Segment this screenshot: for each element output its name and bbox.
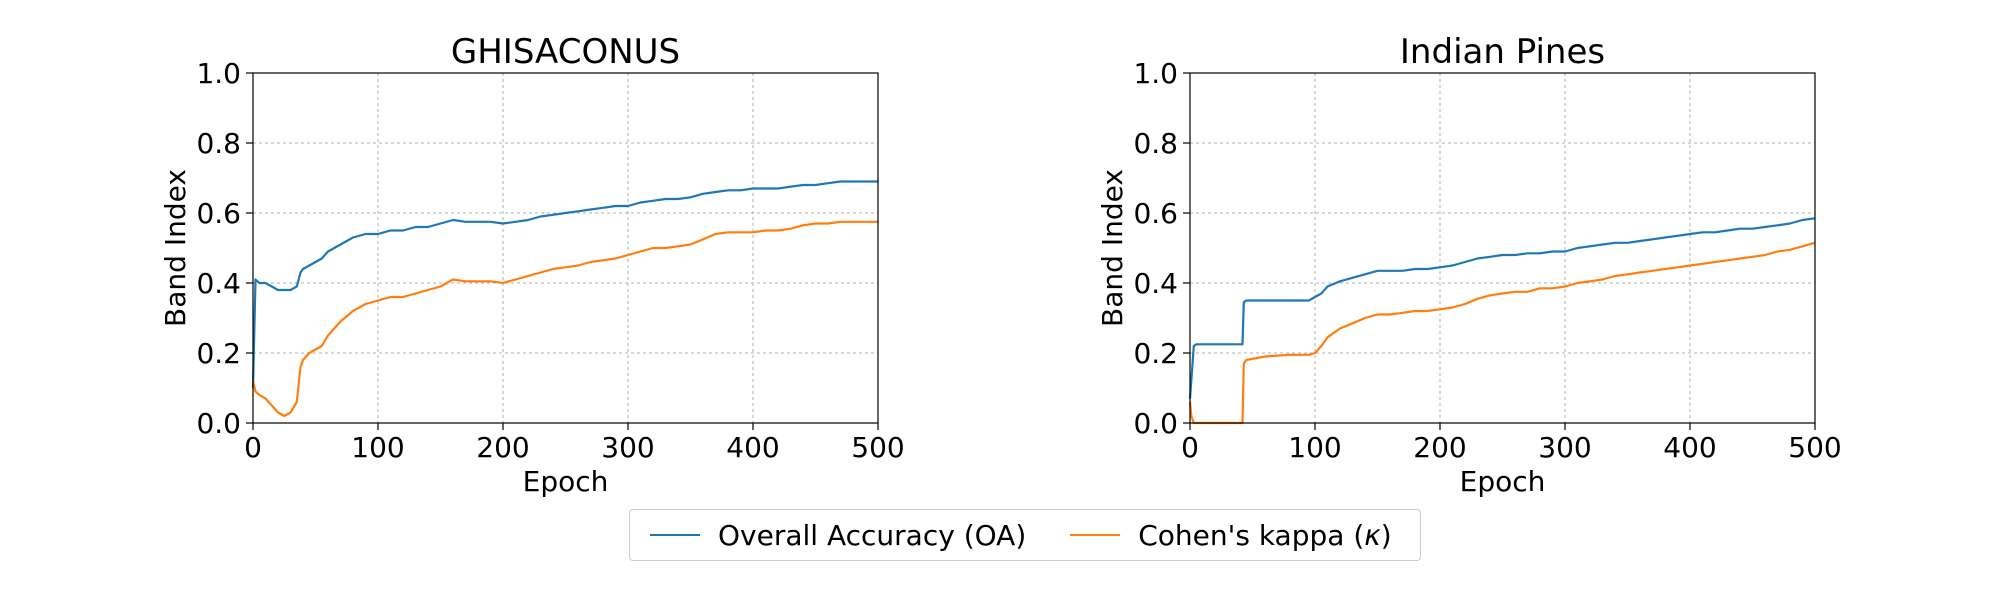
- chart-title: GHISACONUS: [451, 32, 680, 72]
- legend-label-kappa: Cohen's kappa (κ): [1138, 519, 1391, 552]
- x-tick-label: 300: [1538, 431, 1591, 464]
- series-line-oa: [1188, 217, 1816, 399]
- series-line-kappa: [1188, 241, 1816, 425]
- x-axis-label: Epoch: [523, 465, 609, 498]
- y-tick-label: 0.4: [196, 267, 241, 300]
- y-tick-label: 0.4: [1133, 267, 1178, 300]
- y-tick-label: 1.0: [1133, 57, 1178, 90]
- x-tick-label: 500: [851, 431, 904, 464]
- legend: Overall Accuracy (OA) Cohen's kappa (κ): [629, 509, 1421, 561]
- x-tick-label: 0: [1181, 431, 1199, 464]
- y-tick-label: 0.0: [1133, 407, 1178, 440]
- legend-swatch-oa: [650, 534, 700, 536]
- x-tick-label: 200: [1413, 431, 1466, 464]
- legend-label-kappa-symbol: κ: [1364, 518, 1381, 552]
- x-tick-label: 100: [351, 431, 404, 464]
- x-tick-label: 0: [244, 431, 262, 464]
- chart-panel-indian-pines: 0 100 200 300 400 500 0.0 0.2 0.4 0.6 0.8 1.0 Indian…: [1096, 32, 1842, 498]
- y-tick-label: 0.8: [1133, 127, 1178, 160]
- series-line-kappa: [251, 220, 878, 418]
- legend-label-kappa-suffix: ): [1380, 518, 1392, 552]
- legend-label-oa: Overall Accuracy (OA): [718, 518, 1027, 552]
- plot-frame: [252, 72, 879, 424]
- chart-title: Indian Pines: [1400, 32, 1605, 72]
- plot-frame: [1189, 72, 1816, 424]
- y-axis-label: Band Index: [159, 169, 192, 327]
- y-tick-label: 0.6: [1133, 197, 1178, 230]
- x-tick-label: 100: [1288, 431, 1341, 464]
- y-tick-label: 0.8: [196, 127, 241, 160]
- legend-item-kappa: Cohen's kappa (κ): [1026, 510, 1392, 560]
- legend-swatch-kappa: [1070, 534, 1121, 536]
- y-tick-label: 0.2: [196, 337, 241, 370]
- x-axis-label: Epoch: [1460, 465, 1546, 498]
- x-tick-label: 500: [1788, 431, 1841, 464]
- x-tick-label: 200: [476, 431, 529, 464]
- legend-label-kappa-prefix: Cohen's kappa (: [1138, 518, 1365, 552]
- y-tick-label: 1.0: [196, 57, 241, 90]
- y-tick-label: 0.6: [196, 197, 241, 230]
- x-tick-label: 300: [601, 431, 654, 464]
- series-line-oa: [251, 180, 878, 389]
- x-tick-label: 400: [1663, 431, 1716, 464]
- legend-item-oa: Overall Accuracy (OA): [630, 510, 1026, 560]
- y-axis-label: Band Index: [1096, 169, 1129, 327]
- y-tick-label: 0.2: [1133, 337, 1178, 370]
- chart-panel-ghisaconus: 0 100 200 300 400 500 0.0 0.2 0.4 0.6 0.8 1.0 GHISAC…: [159, 32, 905, 498]
- y-tick-label: 0.0: [196, 407, 241, 440]
- x-tick-label: 400: [726, 431, 779, 464]
